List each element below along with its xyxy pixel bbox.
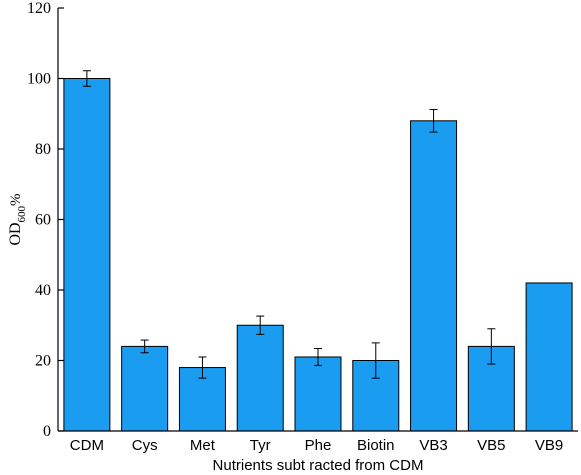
x-ticks-group: CDM Cys Met Tyr Phe Biotin VB3 VB5 VB9 <box>70 437 563 454</box>
x-tick-label: Cys <box>132 437 158 454</box>
y-axis-title-subscript: 600 <box>16 205 28 222</box>
bar-vb9 <box>525 282 573 432</box>
y-axis-title-main: OD <box>7 222 24 245</box>
y-tick-label: 40 <box>35 282 51 299</box>
bar-cdm <box>63 78 111 432</box>
bar-tyr <box>236 324 284 432</box>
x-tick-label: VB9 <box>535 437 563 454</box>
x-tick-label: Tyr <box>250 437 271 454</box>
y-axis-title: OD600% <box>7 193 28 245</box>
bars-group <box>63 78 573 432</box>
y-tick-label: 20 <box>35 353 51 370</box>
x-tick-label: Biotin <box>357 437 395 454</box>
x-axis-title: Nutrients subt racted from CDM <box>213 457 424 474</box>
error-bars-group <box>82 70 496 379</box>
x-tick-label: CDM <box>70 437 104 454</box>
x-tick-label: Met <box>190 437 216 454</box>
y-axis-title-suffix: % <box>8 193 24 206</box>
x-tick-label: VB3 <box>419 437 447 454</box>
y-tick-label: 80 <box>35 141 51 158</box>
y-tick-label: 120 <box>27 0 51 17</box>
y-tick-label: 60 <box>35 212 51 229</box>
y-tick-label: 0 <box>43 423 51 440</box>
bar-cys <box>121 345 169 432</box>
x-tick-label: Phe <box>305 437 332 454</box>
y-ticks-group: 0 20 40 60 80 100 120 <box>27 0 64 440</box>
bar-phe <box>294 356 342 432</box>
x-tick-label: VB5 <box>477 437 505 454</box>
bar-vb3 <box>410 120 458 432</box>
y-tick-label: 100 <box>27 71 51 88</box>
